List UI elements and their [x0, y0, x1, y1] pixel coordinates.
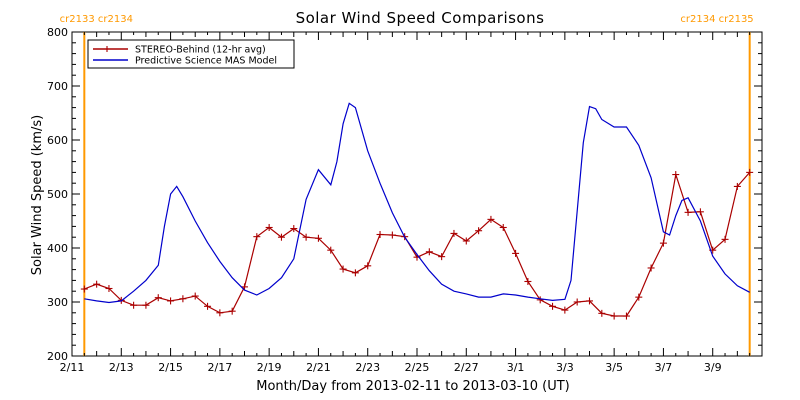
data-point	[659, 239, 667, 247]
data-point	[130, 301, 138, 309]
data-point	[462, 237, 470, 245]
data-point	[549, 302, 557, 310]
data-point	[302, 233, 310, 241]
x-tick-label: 3/7	[655, 361, 673, 374]
data-point	[536, 296, 544, 304]
plot-area: cr2133 cr2134 cr2134 cr2135 200 300 400 500 6…	[47, 14, 763, 374]
y-tick-label: 400	[47, 242, 68, 255]
data-point	[746, 168, 754, 176]
legend-label: Predictive Science MAS Model	[135, 56, 277, 67]
data-point	[364, 262, 372, 270]
x-tick-label: 2/15	[158, 361, 183, 374]
data-point	[314, 234, 322, 242]
y-axis: 200 300 400 500 600 700 800	[47, 26, 762, 363]
data-point	[586, 297, 593, 305]
data-point	[647, 264, 655, 272]
rotation-markers: cr2133 cr2134 cr2134 cr2135	[60, 14, 754, 356]
data-point	[277, 233, 285, 241]
data-point	[733, 182, 741, 190]
series-layer	[80, 102, 754, 320]
data-point	[179, 295, 187, 303]
legend: STEREO-Behind (12-hr avg)Predictive Scie…	[87, 39, 295, 69]
data-point	[561, 306, 569, 314]
x-axis: 2/11 2/13 2/15 2/17 2/19 2/21 2/23 2/25 2/27 3/1 3…	[60, 32, 763, 374]
x-tick-label: 2/13	[109, 361, 134, 374]
data-point	[696, 208, 704, 216]
series-line-model	[84, 102, 750, 304]
data-point	[216, 309, 224, 317]
x-tick-label: 2/19	[257, 361, 282, 374]
data-point	[265, 223, 273, 231]
y-tick-label: 600	[47, 134, 68, 147]
y-axis-label: Solar Wind Speed (km/s)	[30, 115, 45, 275]
x-tick-label: 3/9	[704, 361, 722, 374]
data-point	[610, 312, 618, 320]
data-point	[376, 231, 384, 238]
data-point	[684, 208, 692, 216]
data-point	[672, 171, 680, 179]
data-point	[167, 297, 175, 305]
data-point	[241, 283, 248, 291]
data-point	[142, 301, 150, 309]
data-point	[105, 285, 113, 292]
data-point	[721, 235, 729, 243]
data-point	[339, 265, 347, 273]
data-point	[635, 293, 643, 301]
y-tick-label: 500	[47, 188, 68, 201]
chart-title: Solar Wind Speed Comparisons	[296, 9, 545, 27]
data-point	[487, 215, 495, 223]
y-tick-label: 800	[47, 26, 68, 39]
data-point	[93, 280, 101, 288]
data-point	[290, 225, 298, 233]
data-point	[327, 246, 335, 254]
plot-frame	[71, 31, 763, 357]
x-tick-label: 2/17	[208, 361, 233, 374]
data-point	[499, 223, 507, 231]
y-tick-label: 700	[47, 80, 68, 93]
data-point	[204, 302, 212, 310]
x-tick-label: 3/5	[605, 361, 623, 374]
data-point	[351, 269, 359, 277]
x-tick-label: 3/3	[556, 361, 574, 374]
data-point	[450, 229, 458, 237]
y-tick-label: 300	[47, 296, 68, 309]
data-point	[524, 277, 532, 285]
series-line-stereo	[84, 172, 751, 317]
legend-box	[87, 39, 295, 69]
rotation-label: cr2133 cr2134	[60, 14, 133, 25]
data-point	[425, 248, 433, 256]
data-point	[622, 312, 630, 320]
data-point	[475, 227, 483, 235]
data-point	[388, 231, 396, 239]
y-tick-label: 200	[47, 350, 68, 363]
x-tick-label: 2/25	[405, 361, 430, 374]
rotation-label: cr2134 cr2135	[680, 14, 753, 25]
data-point	[512, 249, 520, 257]
data-point	[154, 294, 162, 302]
data-point	[573, 298, 581, 306]
data-point	[191, 292, 199, 300]
x-tick-label: 3/1	[507, 361, 525, 374]
data-point	[253, 233, 261, 241]
data-point	[598, 309, 606, 317]
x-tick-label: 2/23	[355, 361, 380, 374]
x-tick-label: 2/11	[60, 361, 85, 374]
x-tick-label: 2/27	[454, 361, 479, 374]
x-axis-label: Month/Day from 2013-02-11 to 2013-03-10 …	[256, 379, 569, 394]
legend-label: STEREO-Behind (12-hr avg)	[135, 45, 266, 56]
data-point	[438, 253, 446, 261]
data-point	[80, 285, 88, 293]
data-point	[228, 307, 236, 315]
x-tick-label: 2/21	[306, 361, 331, 374]
